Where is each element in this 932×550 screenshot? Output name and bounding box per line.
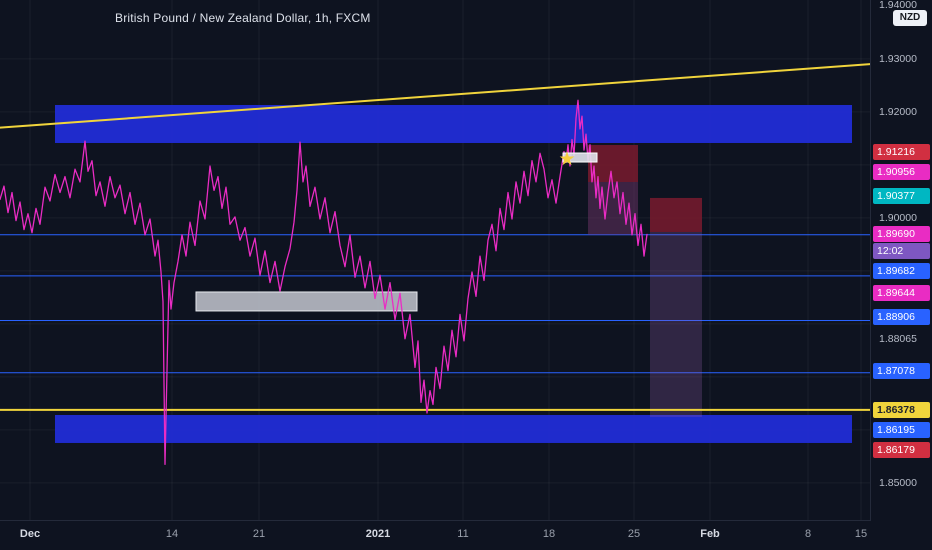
time-axis-label: 2021 <box>365 528 391 540</box>
price-line[interactable] <box>0 99 648 466</box>
currency-badge[interactable]: NZD <box>893 10 927 26</box>
price-axis-label-blue: 1.88906 <box>873 309 930 325</box>
red-zone-1[interactable] <box>588 145 638 183</box>
red-zone-2[interactable] <box>650 197 702 232</box>
time-axis-label: 25 <box>627 528 641 540</box>
price-chart-canvas[interactable]: ★ <box>0 0 870 520</box>
time-axis-label: 18 <box>542 528 556 540</box>
time-axis-label: 14 <box>165 528 179 540</box>
symbol-title[interactable]: British Pound / New Zealand Dollar, 1h, … <box>115 11 371 25</box>
time-axis-label: 15 <box>854 528 868 540</box>
price-axis[interactable]: NZD 1.94000 1.93000 1.92000 1.91216 1.90956 1… <box>871 0 932 520</box>
time-axis-label: Dec <box>19 528 41 540</box>
time-axis[interactable]: Dec 14 21 2021 11 18 25 Feb 8 15 <box>0 521 870 550</box>
price-axis-label-blue: 1.87078 <box>873 363 930 379</box>
price-axis-label-plain: 1.94000 <box>879 0 917 11</box>
price-axis-label-pink: 1.89690 <box>873 226 930 242</box>
price-axis-label-red: 1.91216 <box>873 144 930 160</box>
gray-consolidation-box[interactable] <box>195 291 418 312</box>
price-axis-label-pink: 1.90956 <box>873 164 930 180</box>
axis-corner <box>871 521 932 550</box>
yellow-trendline[interactable] <box>0 63 870 129</box>
price-axis-label-pink: 1.89644 <box>873 285 930 301</box>
price-axis-label-red: 1.86179 <box>873 442 930 458</box>
price-axis-label-plain: 1.92000 <box>879 106 917 118</box>
price-axis-label-plain: 1.90000 <box>879 212 917 224</box>
price-axis-label-blue: 1.86195 <box>873 422 930 438</box>
supply-zone-top[interactable] <box>55 104 852 143</box>
price-axis-label-teal: 1.90377 <box>873 188 930 204</box>
price-axis-label-plain: 1.93000 <box>879 53 917 65</box>
time-axis-label: 21 <box>252 528 266 540</box>
price-axis-label-purple: 12:02 <box>873 243 930 259</box>
price-axis-label-blue: 1.89682 <box>873 263 930 279</box>
price-axis-label-yellow: 1.86378 <box>873 402 930 418</box>
star-marker-icon[interactable]: ★ <box>558 148 575 170</box>
price-axis-label-plain: 1.85000 <box>879 477 917 489</box>
price-axis-label-plain: 1.88065 <box>879 333 917 345</box>
time-axis-label: 11 <box>457 528 469 540</box>
entry-box[interactable] <box>562 152 598 163</box>
chart-pane[interactable]: ★ British Pound / New Zealand Dollar, 1h… <box>0 0 871 521</box>
time-axis-label: 8 <box>804 528 812 540</box>
purple-zone-2[interactable] <box>650 231 702 417</box>
demand-zone-bottom[interactable] <box>55 414 852 443</box>
time-axis-label: Feb <box>700 528 720 540</box>
